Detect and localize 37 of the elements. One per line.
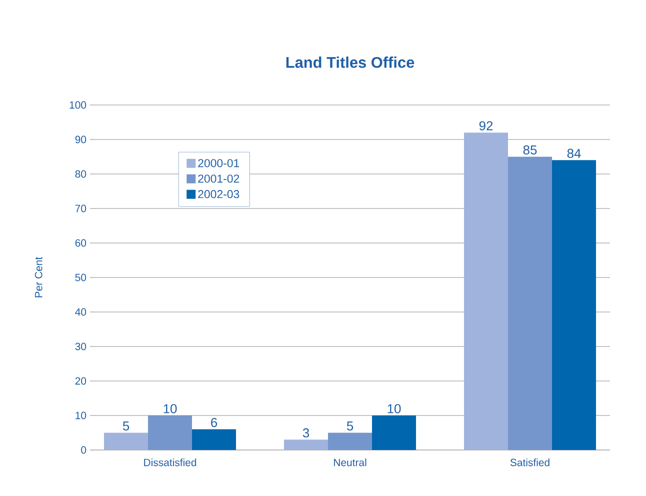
y-tick-label: 80 [75, 170, 86, 178]
bar [552, 160, 596, 450]
y-tick-label: 20 [75, 377, 86, 385]
data-label: 85 [523, 145, 537, 155]
data-label: 5 [346, 422, 354, 431]
y-tick-label: 40 [75, 308, 86, 316]
bar [464, 132, 508, 450]
bar [508, 156, 552, 450]
y-tick-label: 10 [76, 412, 86, 420]
data-label: 84 [567, 148, 581, 158]
data-label: 10 [388, 404, 401, 414]
legend-label: 2002-03 [198, 190, 240, 198]
data-label: 5 [122, 422, 130, 431]
y-tick-label: 0 [81, 446, 86, 454]
y-tick-label: 50 [75, 274, 86, 282]
legend-label: 2001-02 [198, 174, 240, 183]
bar [192, 429, 236, 450]
chart-title: Land Titles Office [286, 56, 414, 68]
bar [104, 432, 148, 450]
y-tick-label: 90 [75, 136, 86, 144]
bar [328, 432, 372, 450]
y-tick-label: 70 [75, 204, 86, 212]
y-tick-label: 100 [70, 101, 86, 109]
data-label: 6 [211, 418, 218, 428]
bar [372, 415, 416, 450]
x-tick-label: Dissatisfied [144, 458, 196, 466]
y-tick-label: 30 [75, 342, 86, 350]
data-label: 3 [302, 428, 310, 438]
bar [148, 415, 192, 450]
y-tick-label: 60 [75, 239, 86, 247]
data-label: 92 [479, 121, 493, 130]
x-tick-label: Neutral [334, 458, 366, 466]
data-label: 10 [164, 404, 177, 414]
y-axis-title: Per Cent [34, 256, 42, 298]
bar [284, 440, 328, 450]
x-tick-label: Satisfied [510, 458, 550, 466]
legend-label: 2000-01 [198, 159, 240, 168]
